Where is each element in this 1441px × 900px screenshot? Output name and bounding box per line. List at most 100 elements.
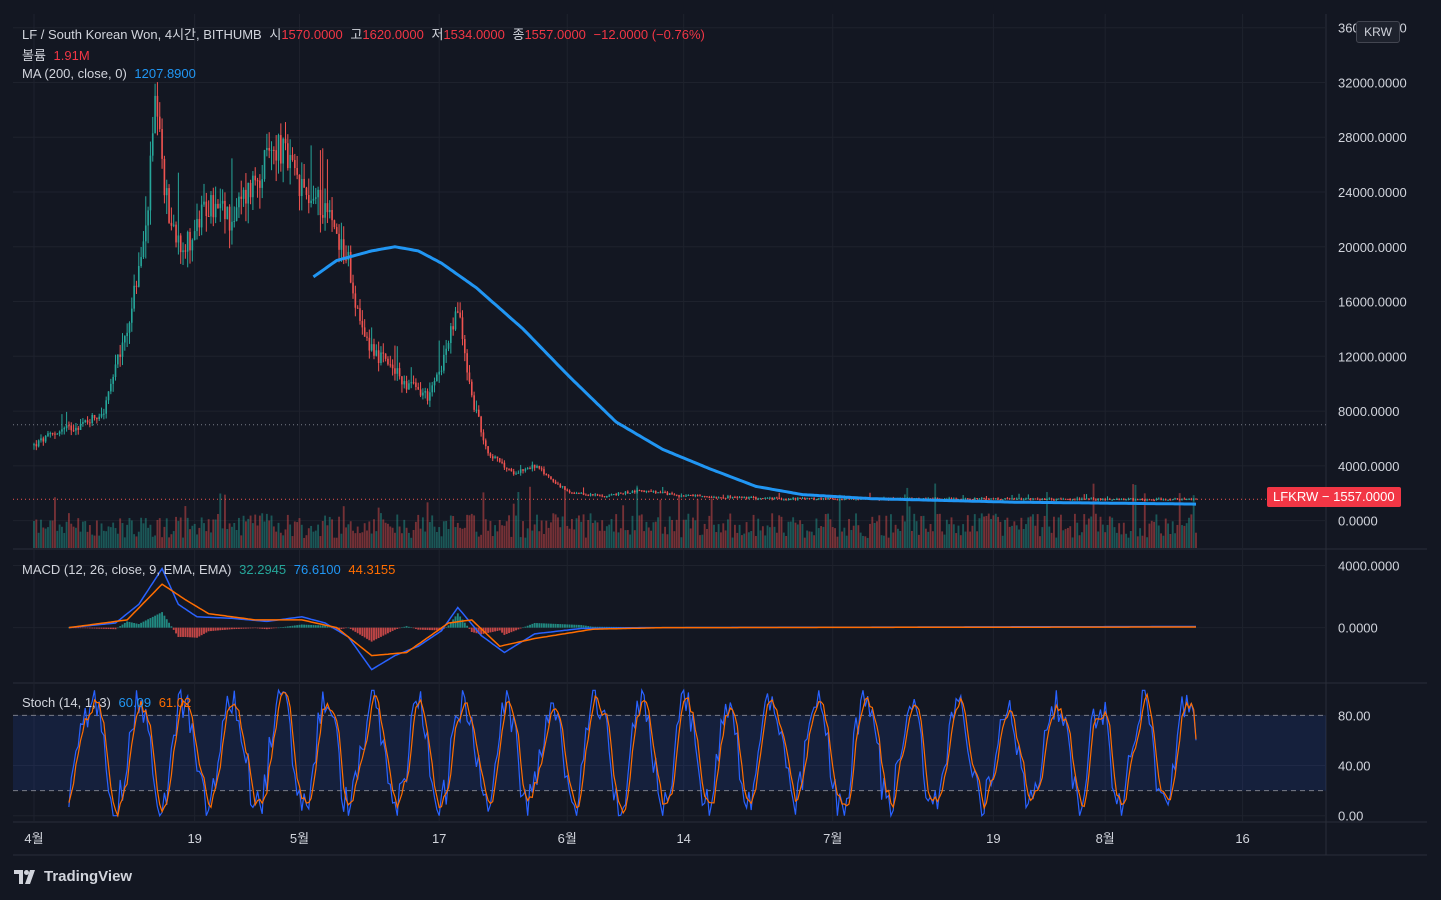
volume-bar xyxy=(473,515,476,548)
candle-body xyxy=(978,498,981,500)
macd-hist-bar xyxy=(177,627,180,637)
candle-body xyxy=(331,210,333,221)
macd-hist-bar xyxy=(214,627,217,631)
volume-bar xyxy=(559,527,562,548)
close-value: 1557.0000 xyxy=(524,27,586,42)
macd-hist-bar xyxy=(86,627,89,629)
candle-body xyxy=(964,498,967,500)
macd-hist-bar xyxy=(235,627,238,629)
volume-bar xyxy=(862,535,864,548)
volume-bar xyxy=(172,531,175,548)
macd-hist-bar xyxy=(219,627,222,631)
volume-bar xyxy=(63,532,66,548)
candle-body xyxy=(226,206,229,220)
volume-bar xyxy=(1108,516,1111,548)
candle-body xyxy=(484,440,487,447)
candle-body xyxy=(368,337,371,351)
macd-hist-bar xyxy=(598,626,601,628)
macd-hist-bar xyxy=(342,627,345,629)
candle-body xyxy=(1043,498,1046,500)
volume-bar xyxy=(419,528,422,548)
candle-body xyxy=(582,492,585,495)
candle-body xyxy=(114,364,117,377)
candle-body xyxy=(631,490,634,493)
candle-body xyxy=(217,203,219,209)
macd-hist-bar xyxy=(158,613,161,628)
volume-bar xyxy=(945,519,948,548)
volume-bar xyxy=(997,516,999,548)
volume-bar xyxy=(475,531,478,548)
volume-bar xyxy=(412,529,415,548)
macd-hist-bar xyxy=(587,626,590,628)
volume-bar xyxy=(305,535,308,548)
volume-bar xyxy=(417,514,420,548)
candle-body xyxy=(1157,498,1160,500)
candle-body xyxy=(1164,499,1167,501)
macd-hist-bar xyxy=(536,623,538,628)
volume-bar xyxy=(733,524,736,548)
volume-bar xyxy=(841,531,843,548)
macd-signal-line xyxy=(68,583,1196,657)
macd-hist-bar xyxy=(370,627,373,642)
candle-body xyxy=(433,380,436,386)
macd-hist-bar xyxy=(470,627,473,632)
candle-body xyxy=(592,494,594,496)
volume-bar xyxy=(368,521,371,548)
volume-bar xyxy=(265,513,268,548)
volume-bar xyxy=(943,534,946,548)
volume-bar xyxy=(647,527,650,548)
currency-button[interactable]: KRW xyxy=(1356,21,1400,43)
volume-bar xyxy=(568,528,571,548)
volume-bar xyxy=(564,488,566,548)
volume-bar xyxy=(58,524,61,548)
macd-hist-bar xyxy=(258,627,261,629)
volume-bar xyxy=(813,535,816,548)
candle-body xyxy=(750,497,753,499)
volume-bar xyxy=(349,521,352,548)
candle-body xyxy=(810,497,813,499)
candle-body xyxy=(100,413,103,417)
volume-bar xyxy=(459,527,462,548)
volume-bar xyxy=(33,521,35,548)
candle-body xyxy=(84,420,87,423)
candle-body xyxy=(992,498,995,500)
volume-bar xyxy=(652,522,655,548)
last-price-tag: LFKRW − 1557.0000 xyxy=(1267,487,1401,507)
candle-body xyxy=(985,498,988,500)
macd-hist-bar xyxy=(154,615,157,628)
macd-hist-bar xyxy=(531,623,534,628)
volume-bar xyxy=(529,486,531,548)
candle-body xyxy=(1120,499,1123,501)
volume-bar xyxy=(382,519,385,548)
volume-bar xyxy=(1097,531,1100,548)
volume-bar xyxy=(121,523,124,548)
candle-body xyxy=(293,160,296,169)
candle-body xyxy=(643,490,645,492)
macd-hist-bar xyxy=(487,627,490,633)
y-tick-label: 20000.0000 xyxy=(1338,240,1407,255)
volume-bar xyxy=(773,526,776,548)
volume-bar xyxy=(1078,535,1081,548)
candle-body xyxy=(247,182,250,204)
candle-body xyxy=(261,179,264,188)
candle-body xyxy=(361,320,364,328)
volume-bar xyxy=(810,531,813,548)
candle-body xyxy=(452,326,454,330)
volume-bar xyxy=(1083,514,1086,548)
candle-body xyxy=(727,496,729,499)
macd-hist-bar xyxy=(277,627,280,629)
volume-bar xyxy=(361,532,364,548)
volume-bar xyxy=(890,514,892,548)
macd-hist-bar xyxy=(335,627,338,630)
macd-hist-bar xyxy=(554,623,557,628)
candle-body xyxy=(713,496,715,498)
volume-bar xyxy=(836,536,839,548)
volume-bar xyxy=(820,526,823,548)
candle-body xyxy=(44,435,47,442)
stoch-panel xyxy=(68,688,1197,819)
candle-body xyxy=(568,490,571,493)
volume-bar xyxy=(373,519,375,548)
volume-bar xyxy=(587,520,590,548)
tradingview-logo[interactable]: TradingView xyxy=(14,868,132,885)
